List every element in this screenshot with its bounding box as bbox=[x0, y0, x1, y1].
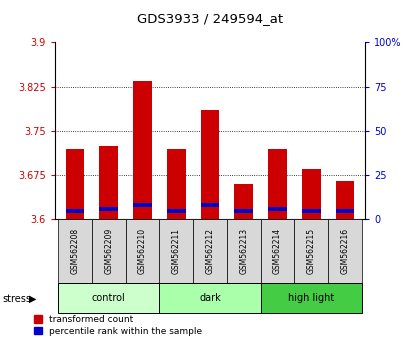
Bar bbox=[227, 219, 261, 283]
Bar bbox=[193, 219, 227, 283]
Bar bbox=[133, 203, 152, 207]
Text: GSM562213: GSM562213 bbox=[239, 228, 248, 274]
Bar bbox=[201, 203, 219, 207]
Bar bbox=[294, 219, 328, 283]
Text: GSM562212: GSM562212 bbox=[205, 228, 215, 274]
Text: GSM562208: GSM562208 bbox=[71, 228, 79, 274]
Bar bbox=[58, 283, 159, 313]
Legend: transformed count, percentile rank within the sample: transformed count, percentile rank withi… bbox=[34, 315, 202, 336]
Bar bbox=[66, 149, 84, 219]
Bar bbox=[100, 207, 118, 211]
Bar bbox=[92, 219, 126, 283]
Text: GSM562214: GSM562214 bbox=[273, 228, 282, 274]
Text: GSM562211: GSM562211 bbox=[172, 228, 181, 274]
Bar bbox=[133, 81, 152, 219]
Bar bbox=[302, 209, 320, 212]
Text: GSM562210: GSM562210 bbox=[138, 228, 147, 274]
Bar bbox=[302, 169, 320, 219]
Bar bbox=[268, 207, 287, 211]
Bar bbox=[100, 146, 118, 219]
Bar bbox=[201, 110, 219, 219]
Text: GSM562209: GSM562209 bbox=[104, 228, 113, 274]
Bar bbox=[261, 219, 294, 283]
Bar bbox=[66, 209, 84, 212]
Bar bbox=[126, 219, 159, 283]
Text: control: control bbox=[92, 293, 126, 303]
Bar bbox=[261, 283, 362, 313]
Bar bbox=[328, 219, 362, 283]
Text: dark: dark bbox=[199, 293, 221, 303]
Text: GSM562216: GSM562216 bbox=[341, 228, 349, 274]
Bar bbox=[336, 209, 354, 212]
Text: high light: high light bbox=[288, 293, 334, 303]
Text: ▶: ▶ bbox=[29, 294, 36, 304]
Bar bbox=[159, 283, 261, 313]
Bar bbox=[58, 219, 92, 283]
Bar bbox=[167, 209, 186, 212]
Bar bbox=[268, 149, 287, 219]
Text: stress: stress bbox=[2, 294, 31, 304]
Bar bbox=[234, 184, 253, 219]
Bar bbox=[159, 219, 193, 283]
Bar bbox=[167, 149, 186, 219]
Text: GSM562215: GSM562215 bbox=[307, 228, 316, 274]
Bar bbox=[234, 209, 253, 212]
Text: GDS3933 / 249594_at: GDS3933 / 249594_at bbox=[137, 12, 283, 25]
Bar bbox=[336, 181, 354, 219]
